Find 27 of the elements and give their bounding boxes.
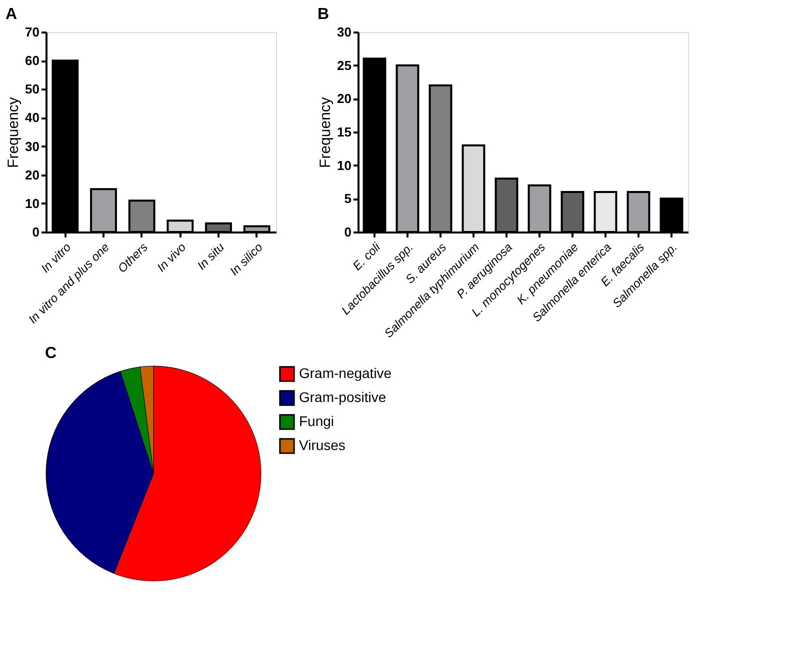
y-tick-label: 10 — [25, 196, 40, 211]
legend-label: Gram-positive — [299, 389, 386, 405]
y-tick-label: 0 — [32, 224, 40, 240]
y-tick-label: 20 — [25, 167, 40, 182]
x-tick-label: In situ — [194, 240, 228, 273]
y-tick-label: 40 — [25, 110, 40, 126]
chart-title: B — [318, 6, 330, 23]
y-tick-label: 60 — [25, 53, 40, 68]
chart-title: C — [45, 345, 57, 362]
y-tick-label: 10 — [337, 158, 352, 173]
chart-title: A — [6, 6, 18, 23]
x-tick-label: In vivo — [154, 240, 189, 275]
y-tick-label: 20 — [337, 91, 352, 106]
y-tick-label: 0 — [344, 224, 352, 240]
y-tick-label: 25 — [337, 58, 352, 73]
y-tick-label: 30 — [25, 138, 40, 154]
y-axis-title: Frequency — [317, 96, 334, 168]
y-tick-label: 30 — [337, 24, 352, 40]
legend-label: Gram-negative — [299, 365, 392, 381]
y-tick-label: 15 — [337, 124, 352, 140]
legend-label: Fungi — [299, 413, 334, 429]
legend-label: Viruses — [299, 437, 346, 453]
y-axis-title: Frequency — [5, 96, 22, 168]
y-tick-label: 5 — [344, 191, 352, 206]
y-tick-label: 70 — [25, 24, 40, 40]
y-tick-label: 50 — [25, 82, 40, 97]
x-tick-label: In vitro — [38, 240, 74, 276]
